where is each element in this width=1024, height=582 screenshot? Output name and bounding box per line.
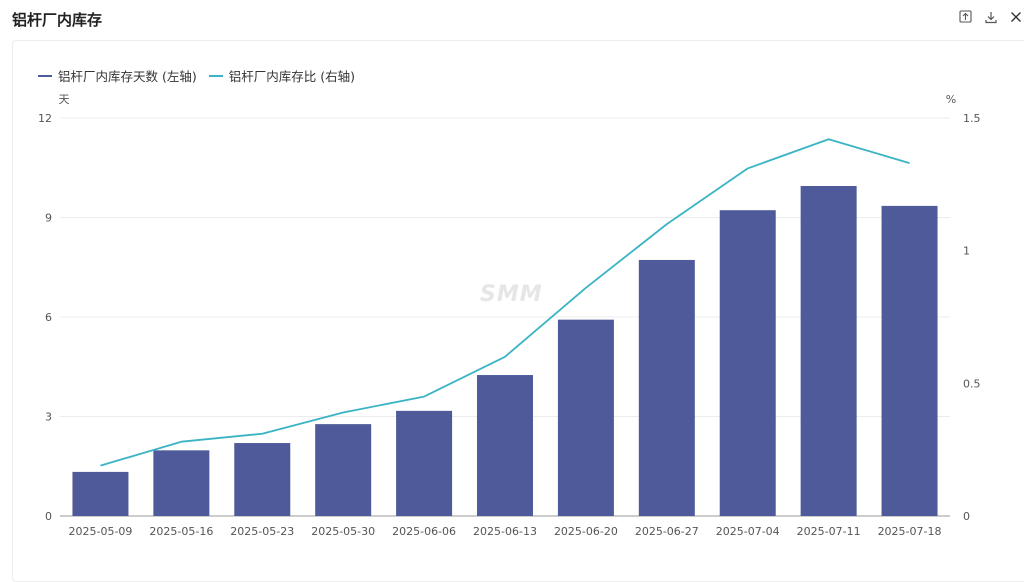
x-tick-label: 2025-05-16 <box>149 525 213 538</box>
x-tick-label: 2025-07-11 <box>797 525 861 538</box>
y-left-tick-label: 0 <box>45 510 52 523</box>
bar <box>72 472 128 516</box>
y-left-tick-label: 12 <box>38 112 52 125</box>
bar <box>396 411 452 516</box>
bar <box>558 320 614 516</box>
y-left-tick-label: 6 <box>45 311 52 324</box>
legend-label-line: 铝杆厂内库存比 (右轴) <box>229 66 355 85</box>
bar <box>801 186 857 516</box>
y-left-tick-label: 3 <box>45 411 52 424</box>
y-right-tick-label: 1 <box>963 245 970 258</box>
legend-item-bar[interactable]: 铝杆厂内库存天数 (左轴) <box>38 66 197 85</box>
y-left-tick-label: 9 <box>45 212 52 225</box>
legend-item-line[interactable]: 铝杆厂内库存比 (右轴) <box>209 66 355 85</box>
y-right-tick-label: 0 <box>963 510 970 523</box>
y-left-unit: 天 <box>59 93 70 106</box>
x-tick-label: 2025-07-04 <box>716 525 780 538</box>
y-right-tick-label: 1.5 <box>963 112 981 125</box>
bar <box>234 443 290 516</box>
x-tick-label: 2025-05-09 <box>68 525 132 538</box>
bar <box>639 260 695 516</box>
x-tick-label: 2025-06-06 <box>392 525 456 538</box>
bar <box>315 424 371 516</box>
bar <box>720 210 776 516</box>
x-tick-label: 2025-07-18 <box>878 525 942 538</box>
legend: 铝杆厂内库存天数 (左轴) 铝杆厂内库存比 (右轴) <box>38 66 355 85</box>
legend-swatch-bar <box>38 75 52 77</box>
x-tick-label: 2025-05-30 <box>311 525 375 538</box>
x-tick-label: 2025-05-23 <box>230 525 294 538</box>
x-tick-label: 2025-06-27 <box>635 525 699 538</box>
bar <box>153 450 209 516</box>
legend-swatch-line <box>209 75 223 77</box>
legend-label-bar: 铝杆厂内库存天数 (左轴) <box>58 66 197 85</box>
y-right-unit: % <box>946 93 956 106</box>
x-tick-label: 2025-06-13 <box>473 525 537 538</box>
bar <box>882 206 938 516</box>
bar <box>477 375 533 516</box>
x-tick-label: 2025-06-20 <box>554 525 618 538</box>
y-right-tick-label: 0.5 <box>963 377 981 390</box>
